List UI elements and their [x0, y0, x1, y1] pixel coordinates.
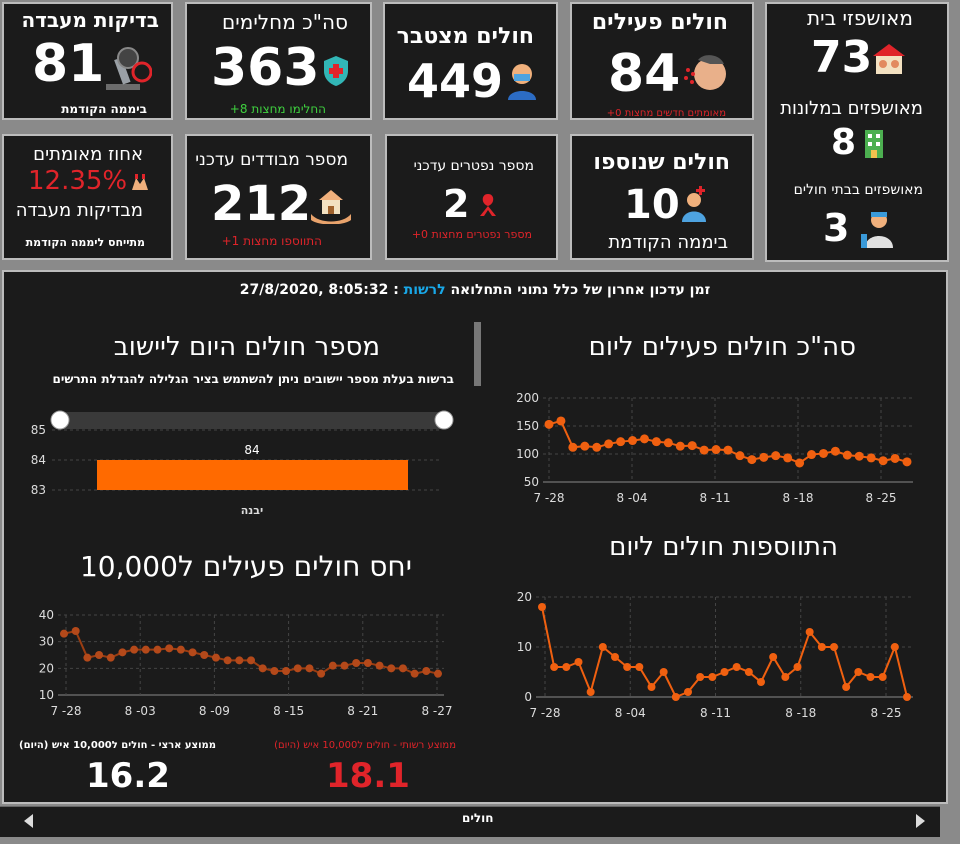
card-value: 2: [443, 182, 470, 226]
house-icon: [873, 44, 905, 74]
card-positive-rate: אחוז מאומתים 12.35% מבדיקות מעבדה מתייחס…: [2, 134, 173, 260]
card-value: 81: [32, 34, 105, 94]
card-value-hospital: 3: [823, 206, 850, 250]
card-value: 212: [211, 176, 312, 232]
card-title-2: מבדיקות מעבדה: [15, 200, 143, 221]
card-title: חולים פעילים: [591, 10, 728, 35]
hotel-icon: [865, 130, 883, 158]
ribbon-icon: [480, 194, 496, 216]
card-sub: מאומתים חדשים מחצות 0+: [606, 108, 726, 119]
local-average-value: 18.1: [326, 756, 410, 796]
card-value: 363: [211, 38, 320, 98]
charts-panel: זמן עדכון אחרון של כלל נתוני התחלואה לרש…: [2, 270, 948, 804]
card-sub: מתייחס ליממה הקודמת: [25, 236, 145, 249]
doctor-icon: [861, 212, 893, 248]
hands-icon: [132, 174, 148, 190]
card-sub: החלימו מחצות 8+: [229, 102, 326, 116]
card-title-home: מאושפזי בית: [807, 6, 913, 30]
card-title: חולים שנוספו: [593, 150, 730, 175]
prev-page-icon[interactable]: [24, 814, 33, 828]
card-deaths: מספר נפטרים עדכני 2 מספר נפטרים מחצות 0+: [385, 134, 558, 260]
card-title: בדיקות מעבדה: [21, 8, 159, 32]
microscope-icon: [106, 47, 152, 90]
card-recovered: סה"כ מחלימים 363 החלימו מחצות 8+: [185, 2, 372, 120]
local-average-label: ממוצע רשותי - חולים ל10,000 איש (היום): [274, 740, 456, 751]
card-value-home: 73: [811, 32, 873, 83]
masked-person-icon: [508, 64, 536, 100]
last-update-time: 8:05:32 ,27/8/2020: [239, 282, 389, 298]
card-title: אחוז מאומתים: [33, 144, 143, 165]
card-isolated: מספר מבודדים עדכני 212 התווספו מחצות 1+: [185, 134, 372, 260]
national-average-value: 16.2: [86, 756, 170, 796]
authority-link[interactable]: לרשות: [403, 282, 446, 298]
home-hands-icon: [311, 190, 351, 224]
card-title-hotel: מאושפזים במלונות: [780, 98, 923, 119]
shield-plus-icon: [324, 56, 348, 86]
last-update-label: זמן עדכון אחרון של כלל נתוני התחלואה: [450, 282, 711, 298]
card-value-hotel: 8: [831, 122, 857, 163]
card-active-patients: חולים פעילים 84 מאומתים חדשים מחצות 0+: [570, 2, 754, 120]
last-update-bar: זמן עדכון אחרון של כלל נתוני התחלואה לרש…: [4, 282, 946, 298]
card-value: 12.35%: [28, 166, 128, 196]
bar-chart-title: מספר חולים היום ליישוב: [113, 332, 380, 362]
card-lab-tests: בדיקות מעבדה 81 ביממה הקודמת: [2, 2, 173, 120]
card-value: 449: [407, 54, 504, 108]
next-page-icon[interactable]: [916, 814, 925, 828]
line-chart-active-title: סה"כ חולים פעילים ליום: [588, 332, 856, 362]
sick-face-icon: [684, 55, 726, 90]
footer-tab-patients[interactable]: חולים: [462, 811, 494, 825]
card-sub: ביממה הקודמת: [61, 102, 147, 116]
bar-chart-hint: ברשות בעלת מספר יישובים ניתן להשתמש בציר…: [52, 372, 455, 386]
card-title: מספר נפטרים עדכני: [413, 158, 534, 174]
footer-bar: חולים: [0, 806, 940, 837]
ratio-chart-title: יחס חולים פעילים ל10,000: [79, 550, 412, 583]
card-title: חולים מצטבר: [396, 24, 534, 49]
card-cumulative: חולים מצטבר 449: [383, 2, 558, 120]
vertical-scroll-handle[interactable]: [474, 322, 481, 386]
card-sub: התווספו מחצות 1+: [221, 234, 322, 248]
card-title: סה"כ מחלימים: [222, 10, 348, 34]
card-value: 10: [624, 182, 680, 228]
card-hospitalized: מאושפזי בית 73 מאושפזים במלונות 8 מאושפז…: [765, 2, 949, 262]
card-value: 84: [608, 44, 681, 104]
last-update-sep: :: [393, 282, 399, 298]
national-average-label: ממוצע ארצי - חולים ל10,000 איש (היום): [19, 740, 216, 751]
card-sub: מספר נפטרים מחצות 0+: [411, 228, 532, 241]
line-chart-new-title: התווספות חולים ליום: [609, 532, 838, 562]
card-sub: ביממה הקודמת: [608, 232, 728, 253]
card-title: מספר מבודדים עדכני: [195, 150, 348, 170]
patient-plus-icon: [682, 186, 706, 222]
card-new-patients: חולים שנוספו 10 ביממה הקודמת: [570, 134, 754, 260]
card-title-hospital: מאושפזים בבתי חולים: [793, 182, 923, 198]
